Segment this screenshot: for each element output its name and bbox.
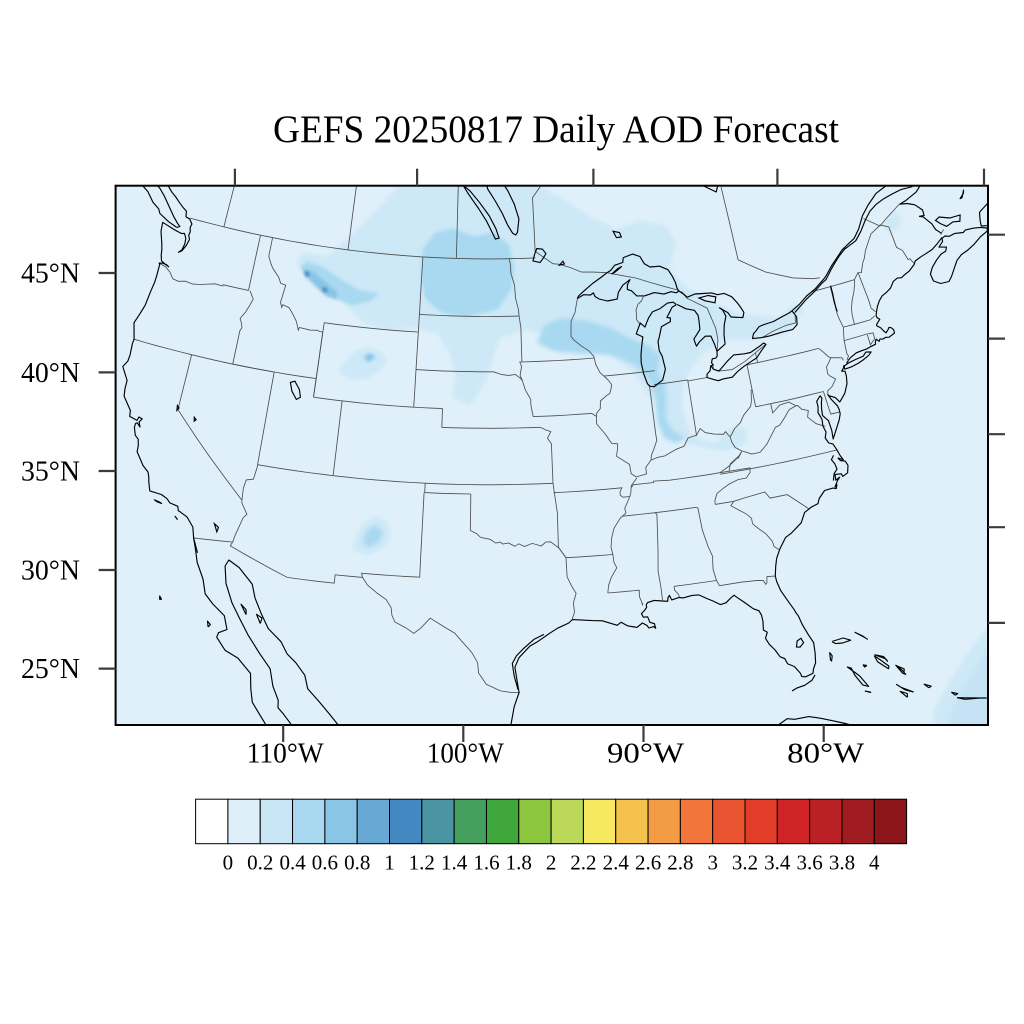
- svg-text:3.8: 3.8: [829, 851, 855, 875]
- svg-text:2.4: 2.4: [603, 851, 630, 875]
- svg-text:110°W: 110°W: [247, 739, 325, 770]
- svg-text:0.6: 0.6: [312, 851, 338, 875]
- svg-text:45°N: 45°N: [21, 259, 80, 290]
- svg-text:100°W: 100°W: [427, 739, 505, 770]
- svg-text:1.4: 1.4: [441, 851, 468, 875]
- svg-text:2.8: 2.8: [667, 851, 693, 875]
- svg-text:GEFS 20250817 Daily AOD Foreca: GEFS 20250817 Daily AOD Forecast: [273, 108, 839, 151]
- svg-text:1: 1: [384, 851, 395, 875]
- svg-text:1.8: 1.8: [506, 851, 532, 875]
- svg-text:3.2: 3.2: [732, 851, 758, 875]
- svg-text:2.2: 2.2: [570, 851, 596, 875]
- svg-text:40°N: 40°N: [21, 358, 80, 389]
- svg-text:3: 3: [707, 851, 718, 875]
- svg-text:3.4: 3.4: [764, 851, 791, 875]
- svg-text:80°W: 80°W: [787, 739, 865, 770]
- svg-text:90°W: 90°W: [607, 739, 685, 770]
- svg-text:3.6: 3.6: [796, 851, 822, 875]
- svg-text:25°N: 25°N: [21, 654, 80, 685]
- svg-text:1.2: 1.2: [409, 851, 435, 875]
- svg-text:35°N: 35°N: [21, 457, 80, 488]
- svg-text:1.6: 1.6: [473, 851, 499, 875]
- svg-text:4: 4: [869, 851, 880, 875]
- svg-text:2: 2: [546, 851, 557, 875]
- svg-text:2.6: 2.6: [635, 851, 661, 875]
- svg-text:0.4: 0.4: [279, 851, 306, 875]
- svg-text:0: 0: [223, 851, 234, 875]
- svg-text:0.2: 0.2: [247, 851, 273, 875]
- svg-text:0.8: 0.8: [344, 851, 370, 875]
- svg-text:30°N: 30°N: [21, 556, 80, 587]
